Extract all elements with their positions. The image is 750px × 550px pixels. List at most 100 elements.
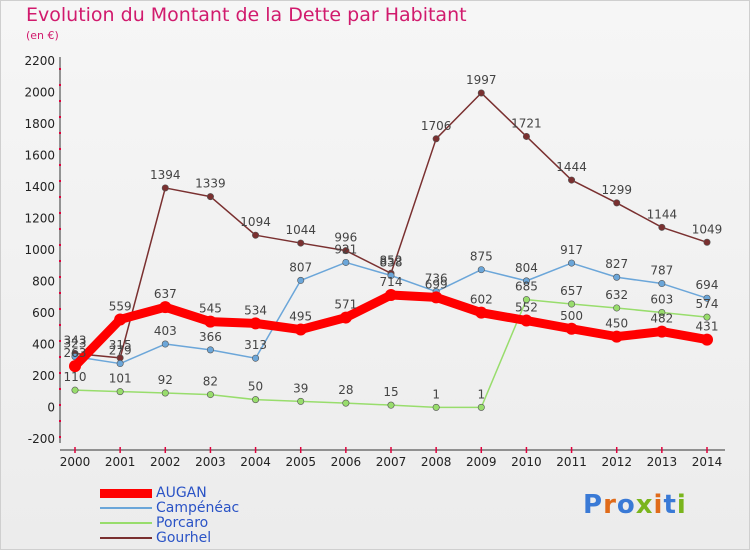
legend-item: AUGAN xyxy=(100,485,207,501)
logo-letter: P xyxy=(583,490,604,520)
data-label: 838 xyxy=(380,256,403,270)
y-tick-label: 1600 xyxy=(24,149,55,163)
x-tick-label: 2003 xyxy=(195,455,226,469)
data-point xyxy=(568,176,576,184)
data-label: 28 xyxy=(338,383,353,397)
legend-label: Porcaro xyxy=(156,515,209,531)
data-label: 101 xyxy=(109,372,132,386)
data-label: 917 xyxy=(560,243,583,257)
data-point xyxy=(294,323,307,336)
data-point xyxy=(252,354,260,362)
data-label: 545 xyxy=(199,302,222,316)
legend-swatch xyxy=(100,537,152,539)
data-label: 552 xyxy=(515,301,538,315)
data-point xyxy=(703,294,711,302)
data-label: 1044 xyxy=(285,223,316,237)
y-tick-label: -200 xyxy=(28,432,55,446)
data-point xyxy=(703,313,711,321)
data-point xyxy=(206,193,214,201)
data-label: 1444 xyxy=(556,160,587,174)
proxiti-logo: Proxiti xyxy=(583,490,687,520)
legend-label: AUGAN xyxy=(156,485,207,501)
data-label: 323 xyxy=(64,337,87,351)
data-label: 1339 xyxy=(195,177,226,191)
data-point xyxy=(658,223,666,231)
data-point xyxy=(610,330,623,343)
data-label: 921 xyxy=(334,242,357,256)
data-label: 82 xyxy=(203,375,218,389)
data-point xyxy=(161,340,169,348)
data-point xyxy=(477,89,485,97)
data-point xyxy=(475,306,488,319)
data-point xyxy=(477,266,485,274)
data-point xyxy=(522,277,530,285)
data-label: 534 xyxy=(244,303,267,317)
x-tick-label: 2001 xyxy=(105,455,136,469)
data-point xyxy=(69,360,81,373)
x-tick-label: 2000 xyxy=(60,455,91,469)
legend-label: Gourhel xyxy=(156,530,212,546)
data-label: 804 xyxy=(515,261,538,275)
data-label: 1706 xyxy=(421,119,452,133)
data-label: 92 xyxy=(158,373,173,387)
y-tick-label: 2000 xyxy=(24,86,55,100)
x-tick-label: 2004 xyxy=(240,455,271,469)
data-label: 694 xyxy=(696,278,719,292)
data-label: 450 xyxy=(605,317,628,331)
y-tick-label: 2200 xyxy=(24,54,55,68)
data-label: 571 xyxy=(334,298,357,312)
data-label: 313 xyxy=(244,338,267,352)
data-point xyxy=(522,296,530,304)
data-label: 852 xyxy=(380,253,403,267)
data-point xyxy=(161,184,169,192)
data-label: 714 xyxy=(380,275,403,289)
data-label: 366 xyxy=(199,330,222,344)
data-label: 603 xyxy=(650,293,673,307)
x-tick-label: 2012 xyxy=(601,455,632,469)
data-label: 1721 xyxy=(511,116,542,130)
data-label: 1144 xyxy=(647,207,678,221)
data-label: 685 xyxy=(515,280,538,294)
y-tick-label: 1400 xyxy=(24,180,55,194)
data-label: 637 xyxy=(154,287,177,301)
logo-letter: t xyxy=(663,490,677,520)
x-tick-label: 2010 xyxy=(511,455,542,469)
data-point xyxy=(655,325,668,338)
legend-swatch xyxy=(100,522,152,524)
x-tick-label: 2002 xyxy=(150,455,181,469)
data-point xyxy=(342,247,350,255)
data-point xyxy=(477,403,485,411)
data-label: 39 xyxy=(293,381,308,395)
data-point xyxy=(701,333,713,346)
data-point xyxy=(297,397,305,405)
legend-label: Campénéac xyxy=(156,500,240,516)
x-tick-label: 2013 xyxy=(647,455,678,469)
data-point xyxy=(249,317,262,330)
data-label: 15 xyxy=(383,385,398,399)
data-label: 403 xyxy=(154,324,177,338)
legend-item: Campénéac xyxy=(100,500,239,516)
data-label: 1394 xyxy=(150,168,181,182)
data-label: 602 xyxy=(470,293,493,307)
data-label: 431 xyxy=(696,320,719,334)
data-point xyxy=(432,135,440,143)
data-point xyxy=(568,259,576,267)
logo-letter: r xyxy=(603,490,617,520)
data-label: 559 xyxy=(109,299,132,313)
data-point xyxy=(297,276,305,284)
data-label: 787 xyxy=(650,264,673,278)
legend-item: Gourhel xyxy=(100,530,211,546)
data-point xyxy=(252,231,260,239)
data-point xyxy=(520,314,533,327)
legend-swatch xyxy=(100,488,152,498)
data-point xyxy=(613,273,621,281)
data-label: 1 xyxy=(432,387,440,401)
data-label: 495 xyxy=(289,310,312,324)
data-label: 1094 xyxy=(240,215,271,229)
data-label: 1 xyxy=(477,387,485,401)
data-point xyxy=(613,199,621,207)
data-point xyxy=(565,322,578,335)
data-label: 875 xyxy=(470,250,493,264)
data-label: 279 xyxy=(109,344,132,358)
data-label: 996 xyxy=(334,231,357,245)
